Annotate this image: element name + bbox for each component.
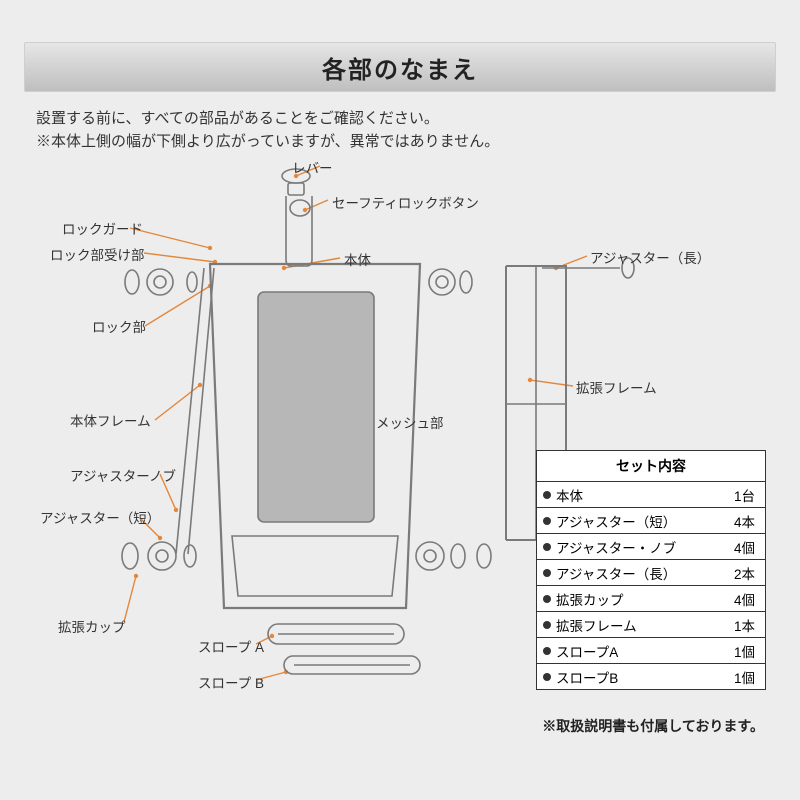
contents-row: スロープB1個 [537,664,765,689]
contents-item-qty: 1台 [734,485,755,505]
label-lock: ロック部 [92,316,146,336]
contents-item-name: スロープA [556,641,734,661]
intro-line-2: ※本体上側の幅が下側より広がっていますが、異常ではありません。 [36,131,499,154]
contents-item-name: 拡張フレーム [556,615,734,635]
section-title: 各部のなまえ [322,50,478,85]
label-adj_knob: アジャスターノブ [70,465,176,485]
label-ext_frame: 拡張フレーム [576,377,657,397]
footnote: ※取扱説明書も付属しております。 [542,716,764,736]
label-slope_b: スロープ B [198,672,264,692]
label-adj_short: アジャスター（短） [40,507,160,527]
contents-row: アジャスター（長）2本 [537,560,765,586]
label-adj_long: アジャスター（長） [590,247,710,267]
contents-item-name: アジャスター（短） [556,511,734,531]
contents-item-qty: 2本 [734,563,755,583]
contents-item-name: 本体 [556,485,734,505]
contents-item-name: アジャスター（長） [556,563,734,583]
contents-item-qty: 4本 [734,511,755,531]
contents-item-qty: 1個 [734,641,755,661]
contents-row: 拡張カップ4個 [537,586,765,612]
label-main: 本体 [344,249,371,269]
intro-line-1: 設置する前に、すべての部品があることをご確認ください。 [36,108,499,131]
set-contents-title: セット内容 [537,451,765,482]
set-contents-table: セット内容 本体1台アジャスター（短）4本アジャスター・ノブ4個アジャスター（長… [536,450,766,690]
section-header: 各部のなまえ [24,42,776,92]
label-main_frame: 本体フレーム [70,410,151,430]
label-lock_recv: ロック部受け部 [50,244,145,264]
label-safety: セーフティロックボタン [332,192,479,212]
contents-item-qty: 4個 [734,537,755,557]
contents-item-qty: 1個 [734,667,755,687]
contents-item-name: 拡張カップ [556,589,734,609]
contents-row: 本体1台 [537,482,765,508]
label-lever: レバー [292,157,333,177]
label-mesh: メッシュ部 [376,412,444,432]
contents-item-qty: 4個 [734,589,755,609]
contents-item-name: スロープB [556,667,734,687]
label-lock_guard: ロックガード [62,218,143,238]
contents-item-name: アジャスター・ノブ [556,537,734,557]
label-ext_cup: 拡張カップ [58,616,126,636]
contents-item-qty: 1本 [734,615,755,635]
intro-text: 設置する前に、すべての部品があることをご確認ください。 ※本体上側の幅が下側より… [36,108,499,153]
label-slope_a: スロープ A [198,636,264,656]
contents-row: アジャスター・ノブ4個 [537,534,765,560]
contents-row: アジャスター（短）4本 [537,508,765,534]
contents-row: 拡張フレーム1本 [537,612,765,638]
contents-row: スロープA1個 [537,638,765,664]
